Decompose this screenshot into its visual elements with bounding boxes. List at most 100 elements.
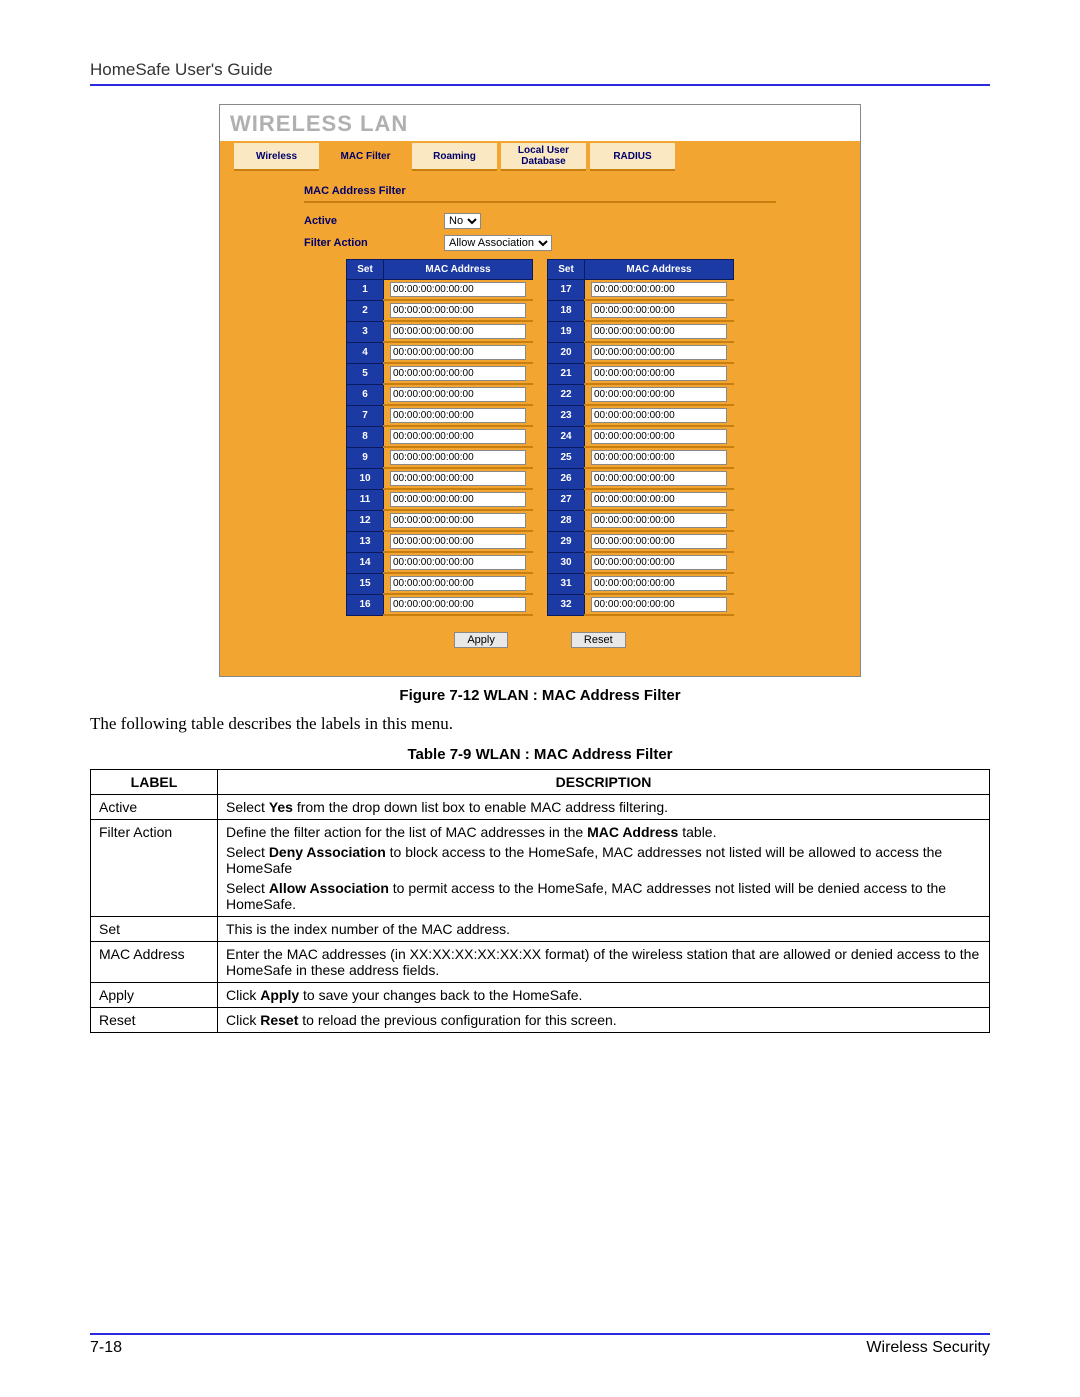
mac-set-index: 4: [347, 342, 384, 363]
desc-row: Filter ActionDefine the filter action fo…: [91, 820, 990, 917]
desc-label: MAC Address: [91, 942, 218, 983]
mac-set-index: 20: [548, 342, 585, 363]
mac-address-input-7[interactable]: [390, 408, 526, 423]
filter-action-select[interactable]: Allow Association: [444, 235, 552, 251]
tab-radius[interactable]: RADIUS: [590, 143, 675, 171]
mac-set-index: 25: [548, 447, 585, 468]
mac-address-input-26[interactable]: [591, 471, 727, 486]
filter-action-label: Filter Action: [304, 237, 444, 249]
mac-header-set: Set: [548, 260, 585, 280]
mac-set-index: 10: [347, 468, 384, 489]
mac-set-index: 9: [347, 447, 384, 468]
mac-address-input-3[interactable]: [390, 324, 526, 339]
mac-set-index: 3: [347, 321, 384, 342]
desc-header-description: DESCRIPTION: [218, 770, 990, 795]
mac-address-input-25[interactable]: [591, 450, 727, 465]
mac-address-input-20[interactable]: [591, 345, 727, 360]
mac-address-input-10[interactable]: [390, 471, 526, 486]
mac-address-input-4[interactable]: [390, 345, 526, 360]
mac-header-address: MAC Address: [384, 260, 533, 280]
page-number: 7-18: [90, 1339, 122, 1357]
footer-rule: [90, 1333, 990, 1335]
active-select[interactable]: No: [444, 213, 481, 229]
desc-label: Set: [91, 917, 218, 942]
panel-title: MAC Address Filter: [304, 185, 776, 203]
mac-address-input-29[interactable]: [591, 534, 727, 549]
mac-set-index: 2: [347, 300, 384, 321]
mac-set-index: 5: [347, 363, 384, 384]
mac-address-input-18[interactable]: [591, 303, 727, 318]
mac-address-input-24[interactable]: [591, 429, 727, 444]
mac-address-input-27[interactable]: [591, 492, 727, 507]
desc-header-label: LABEL: [91, 770, 218, 795]
mac-set-index: 32: [548, 594, 585, 615]
tab-mac-filter[interactable]: MAC Filter: [323, 143, 408, 171]
desc-row: MAC AddressEnter the MAC addresses (in X…: [91, 942, 990, 983]
mac-address-input-5[interactable]: [390, 366, 526, 381]
mac-address-input-1[interactable]: [390, 282, 526, 297]
mac-address-input-22[interactable]: [591, 387, 727, 402]
desc-label: Filter Action: [91, 820, 218, 917]
mac-address-input-12[interactable]: [390, 513, 526, 528]
tab-row: WirelessMAC FilterRoamingLocal UserDatab…: [234, 141, 846, 171]
mac-set-index: 11: [347, 489, 384, 510]
reset-button[interactable]: Reset: [571, 632, 626, 648]
page-footer: 7-18 Wireless Security: [90, 1333, 990, 1357]
figure-caption: Figure 7-12 WLAN : MAC Address Filter: [90, 687, 990, 704]
mac-set-index: 24: [548, 426, 585, 447]
mac-address-input-31[interactable]: [591, 576, 727, 591]
mac-address-input-17[interactable]: [591, 282, 727, 297]
active-label: Active: [304, 215, 444, 227]
mac-set-index: 7: [347, 405, 384, 426]
desc-label: Apply: [91, 983, 218, 1008]
header-rule: [90, 84, 990, 86]
mac-address-input-19[interactable]: [591, 324, 727, 339]
desc-text: Click Reset to reload the previous confi…: [218, 1008, 990, 1033]
mac-set-index: 21: [548, 363, 585, 384]
mac-address-input-8[interactable]: [390, 429, 526, 444]
mac-address-input-16[interactable]: [390, 597, 526, 612]
mac-set-index: 30: [548, 552, 585, 573]
desc-text: Select Yes from the drop down list box t…: [218, 795, 990, 820]
mac-set-index: 8: [347, 426, 384, 447]
mac-set-index: 23: [548, 405, 585, 426]
body-paragraph: The following table describes the labels…: [90, 714, 990, 734]
mac-address-input-14[interactable]: [390, 555, 526, 570]
mac-address-input-15[interactable]: [390, 576, 526, 591]
desc-label: Active: [91, 795, 218, 820]
desc-text: Enter the MAC addresses (in XX:XX:XX:XX:…: [218, 942, 990, 983]
mac-address-input-11[interactable]: [390, 492, 526, 507]
mac-set-index: 17: [548, 280, 585, 301]
mac-address-input-2[interactable]: [390, 303, 526, 318]
mac-address-input-28[interactable]: [591, 513, 727, 528]
mac-address-input-9[interactable]: [390, 450, 526, 465]
desc-row: ApplyClick Apply to save your changes ba…: [91, 983, 990, 1008]
mac-set-index: 12: [347, 510, 384, 531]
mac-set-index: 18: [548, 300, 585, 321]
mac-address-input-30[interactable]: [591, 555, 727, 570]
mac-set-index: 1: [347, 280, 384, 301]
wlan-screenshot: WIRELESS LAN WirelessMAC FilterRoamingLo…: [219, 104, 861, 677]
mac-set-index: 15: [347, 573, 384, 594]
mac-address-input-32[interactable]: [591, 597, 727, 612]
mac-set-index: 31: [548, 573, 585, 594]
mac-set-index: 6: [347, 384, 384, 405]
mac-header-address: MAC Address: [585, 260, 734, 280]
screenshot-title: WIRELESS LAN: [220, 105, 860, 141]
tab-local-user-database[interactable]: Local UserDatabase: [501, 143, 586, 171]
desc-text: Define the filter action for the list of…: [218, 820, 990, 917]
tab-wireless[interactable]: Wireless: [234, 143, 319, 171]
desc-row: ResetClick Reset to reload the previous …: [91, 1008, 990, 1033]
apply-button[interactable]: Apply: [454, 632, 508, 648]
mac-address-input-23[interactable]: [591, 408, 727, 423]
doc-header-title: HomeSafe User's Guide: [90, 60, 990, 80]
mac-set-index: 16: [347, 594, 384, 615]
mac-address-input-21[interactable]: [591, 366, 727, 381]
mac-set-index: 13: [347, 531, 384, 552]
mac-address-input-13[interactable]: [390, 534, 526, 549]
description-table: LABEL DESCRIPTION ActiveSelect Yes from …: [90, 769, 990, 1033]
mac-address-input-6[interactable]: [390, 387, 526, 402]
mac-set-index: 28: [548, 510, 585, 531]
desc-row: ActiveSelect Yes from the drop down list…: [91, 795, 990, 820]
tab-roaming[interactable]: Roaming: [412, 143, 497, 171]
